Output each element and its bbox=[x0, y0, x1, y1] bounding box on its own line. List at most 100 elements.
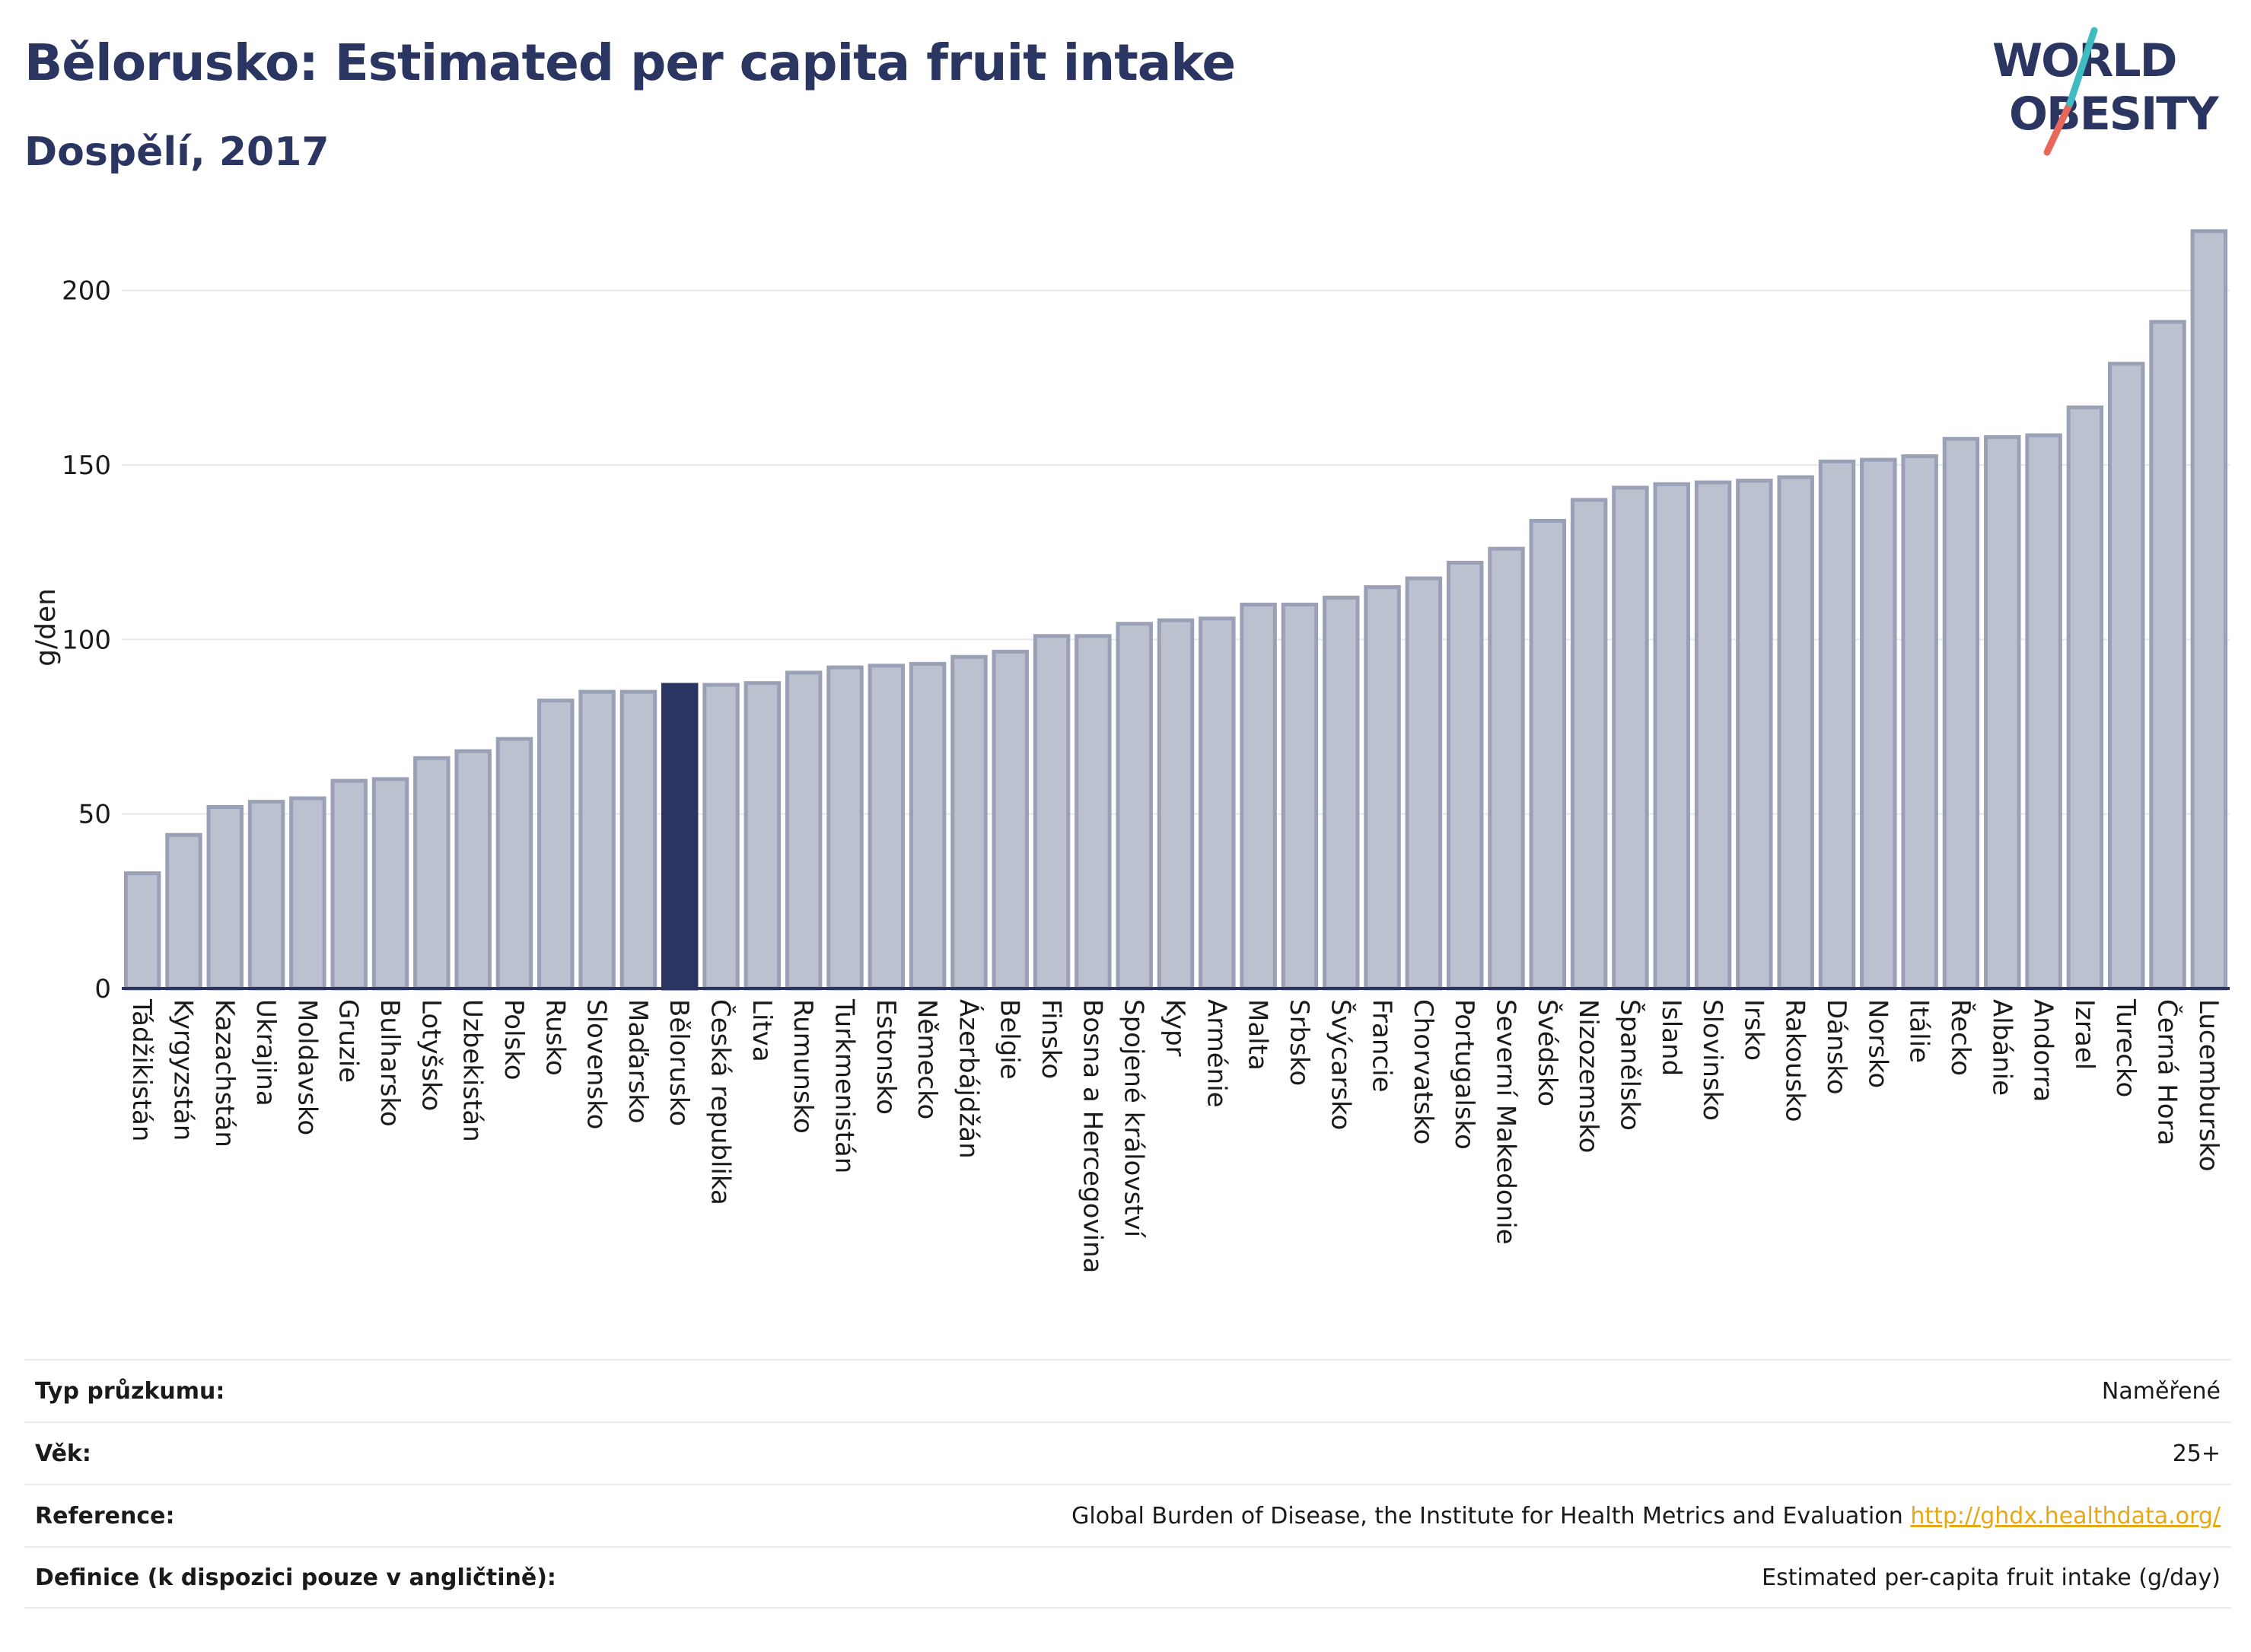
x-tick-label: Litva bbox=[747, 999, 777, 1062]
x-tick-label: Arménie bbox=[1201, 999, 1231, 1108]
bar bbox=[2190, 229, 2228, 991]
bar bbox=[454, 749, 492, 991]
bar bbox=[1405, 576, 1443, 991]
bar bbox=[1736, 479, 1773, 991]
bar bbox=[1116, 622, 1153, 991]
x-tick-label: Kazachstán bbox=[209, 999, 240, 1147]
bar bbox=[1364, 585, 1401, 991]
x-tick-label: Bosna a Hercegovina bbox=[1077, 999, 1107, 1273]
reference-link[interactable]: http://ghdx.healthdata.org/ bbox=[1910, 1502, 2221, 1529]
x-tick-label: Slovensko bbox=[581, 999, 612, 1129]
bar bbox=[826, 665, 864, 991]
x-tick-label: Kyrgyzstán bbox=[167, 999, 198, 1141]
x-tick-label: Maďarsko bbox=[622, 999, 653, 1124]
bar bbox=[2107, 361, 2145, 991]
x-tick-label: Tádžikistán bbox=[126, 998, 157, 1141]
bar bbox=[206, 805, 244, 991]
x-tick-label: Lucembursko bbox=[2193, 999, 2224, 1172]
bar bbox=[950, 654, 988, 991]
world-obesity-logo: WORLD OBESITY bbox=[1992, 27, 2221, 156]
bar bbox=[1240, 603, 1277, 991]
info-label: Věk: bbox=[35, 1440, 91, 1467]
info-row-age: Věk: 25+ bbox=[24, 1421, 2231, 1484]
bar bbox=[1860, 457, 1897, 991]
bar bbox=[1984, 434, 2021, 991]
bar-chart: 0 50 100 150 200 g/den Tádžikistán Kyrgyzstán Ka… bbox=[30, 229, 2230, 1273]
y-tick-label: 200 bbox=[62, 276, 111, 307]
x-tick-label: Kypr bbox=[1160, 999, 1190, 1057]
x-tick-label: Srbsko bbox=[1284, 999, 1314, 1086]
info-label: Typ průzkumu: bbox=[35, 1377, 225, 1405]
x-tick-label: Lotyšsko bbox=[415, 999, 446, 1111]
bar bbox=[1818, 459, 1856, 991]
info-value: 25+ bbox=[2172, 1440, 2221, 1467]
x-tick-label: Island bbox=[1656, 999, 1686, 1076]
bar bbox=[909, 661, 947, 991]
bar bbox=[371, 777, 409, 991]
x-tick-label: Rakousko bbox=[1780, 999, 1810, 1122]
x-tick-label: Německo bbox=[912, 999, 942, 1119]
bar bbox=[1653, 482, 1690, 991]
y-tick-label: 0 bbox=[94, 974, 111, 1004]
x-tick-label: Rusko bbox=[540, 999, 570, 1076]
bar bbox=[661, 683, 699, 991]
info-value: Global Burden of Disease, the Institute … bbox=[1071, 1503, 2221, 1529]
chart-subtitle: Dospělí, 2017 bbox=[24, 129, 330, 175]
x-tick-label: Estonsko bbox=[871, 999, 901, 1115]
info-label: Reference: bbox=[35, 1502, 175, 1529]
bar bbox=[1942, 437, 1980, 991]
x-tick-label: Španělsko bbox=[1614, 999, 1645, 1131]
bar bbox=[495, 737, 533, 991]
bar bbox=[1323, 595, 1360, 991]
bar bbox=[868, 664, 906, 991]
bar bbox=[1075, 634, 1112, 991]
x-tick-label: Dánsko bbox=[1821, 999, 1851, 1095]
x-tick-label: Nizozemsko bbox=[1573, 999, 1603, 1153]
bar bbox=[289, 796, 326, 991]
x-tick-label: Řecko bbox=[1945, 999, 1976, 1076]
bar bbox=[123, 871, 161, 991]
x-tick-label: Chorvatsko bbox=[1408, 999, 1438, 1144]
x-tick-label: Černá Hora bbox=[2152, 999, 2183, 1145]
bar bbox=[1777, 475, 1814, 991]
bar bbox=[1199, 616, 1236, 991]
bar bbox=[1694, 480, 1732, 991]
x-tick-label: Bělorusko bbox=[664, 999, 694, 1126]
x-tick-label: Rumunsko bbox=[788, 999, 818, 1134]
info-table: Typ průzkumu: Naměřené Věk: 25+ Referenc… bbox=[24, 1359, 2231, 1609]
x-tick-label: Švýcarsko bbox=[1325, 999, 1356, 1130]
bar bbox=[578, 689, 616, 991]
bar bbox=[2149, 320, 2186, 991]
bar bbox=[330, 778, 368, 991]
x-tick-label: Norsko bbox=[1862, 999, 1893, 1088]
y-tick-label: 50 bbox=[78, 800, 111, 830]
bar bbox=[537, 699, 575, 991]
bar bbox=[1446, 560, 1484, 991]
y-axis-label: g/den bbox=[30, 588, 62, 667]
reference-text: Global Burden of Disease, the Institute … bbox=[1071, 1502, 1903, 1529]
info-label: Definice (k dispozici pouze v angličtině… bbox=[35, 1564, 556, 1591]
bar bbox=[2025, 433, 2062, 991]
bar bbox=[1901, 454, 1938, 991]
x-tick-label: Andorra bbox=[2028, 999, 2058, 1102]
x-tick-label: Severní Makedonie bbox=[1491, 999, 1521, 1245]
bar bbox=[1570, 498, 1608, 991]
bar bbox=[165, 832, 202, 991]
x-tick-label: Izrael bbox=[2069, 999, 2100, 1070]
x-tick-label: Irsko bbox=[1738, 999, 1769, 1061]
bar bbox=[247, 800, 285, 991]
x-tick-label: Malta bbox=[1243, 999, 1273, 1071]
bar bbox=[619, 689, 657, 991]
bar bbox=[785, 670, 823, 991]
x-tick-label: Belgie bbox=[995, 999, 1025, 1080]
x-tick-label: Ázerbájdžán bbox=[953, 999, 984, 1159]
bar bbox=[702, 683, 740, 991]
y-tick-label: 150 bbox=[62, 450, 111, 481]
logo-line2: OBESITY bbox=[2009, 88, 2220, 141]
bar bbox=[413, 756, 451, 991]
info-row-definition: Definice (k dispozici pouze v angličtině… bbox=[24, 1546, 2231, 1609]
x-tick-label: Slovinsko bbox=[1697, 999, 1727, 1121]
info-row-survey-type: Typ průzkumu: Naměřené bbox=[24, 1359, 2231, 1421]
x-tick-label: Spojené království bbox=[1119, 999, 1149, 1239]
x-tick-label: Itálie bbox=[1904, 999, 1934, 1063]
